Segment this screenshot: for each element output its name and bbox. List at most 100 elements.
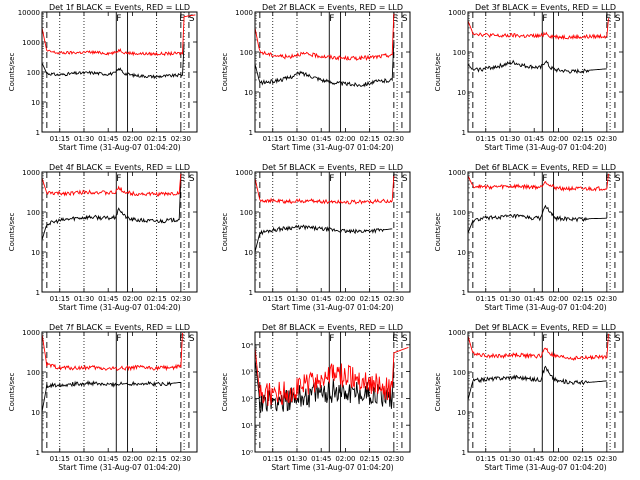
- x-tick-label: 02:00: [122, 295, 142, 303]
- plot-frame: [254, 171, 411, 293]
- plot-frame: [467, 11, 624, 133]
- x-tick-label: 02:00: [548, 135, 568, 143]
- plot-frame: [254, 331, 411, 453]
- events-series-line: [468, 59, 607, 75]
- event-marker-f: F: [329, 174, 334, 184]
- x-tick-label: 01:45: [524, 135, 544, 143]
- y-axis-label: Counts/sec: [434, 213, 442, 252]
- y-tick-label: 1000: [235, 169, 253, 177]
- lld-series-line: [255, 346, 409, 406]
- event-marker-e: E: [392, 334, 398, 344]
- y-tick-label: 1: [36, 129, 40, 137]
- event-marker-s: S: [402, 334, 408, 344]
- x-tick-label: 02:30: [384, 295, 404, 303]
- y-tick-label: 100: [453, 49, 466, 57]
- panel-title: Det 4f BLACK = Events, RED = LLD: [49, 163, 190, 172]
- detector-panel-5: Det 5f BLACK = Events, RED = LLD Counts/s…: [221, 163, 411, 312]
- y-tick-label: 1: [462, 129, 466, 137]
- x-axis-label: Start Time (31-Aug-07 01:04:20): [484, 303, 606, 312]
- y-tick-label: 10000: [18, 9, 40, 17]
- x-tick-label: 02:00: [335, 135, 355, 143]
- y-tick-label: 1000: [448, 9, 466, 17]
- x-tick-label: 02:30: [597, 455, 617, 463]
- x-tick-label: 02:30: [384, 135, 404, 143]
- y-tick-label: 100: [27, 369, 40, 377]
- events-series-line: [42, 43, 185, 80]
- x-axis-label: Start Time (31-Aug-07 01:04:20): [484, 143, 606, 152]
- events-series-line: [468, 365, 607, 401]
- y-tick-label: 1000: [22, 329, 40, 337]
- y-tick-label: 100: [240, 49, 253, 57]
- y-tick-label: 1000: [22, 169, 40, 177]
- detector-panel-8: Det 8f BLACK = Events, RED = LLD Counts/s…: [221, 323, 411, 472]
- event-marker-f: F: [542, 14, 547, 24]
- detector-panel-4: Det 4f BLACK = Events, RED = LLD Counts/s…: [8, 163, 198, 312]
- y-tick-label: 1000: [22, 39, 40, 47]
- y-tick-label: 10: [457, 89, 466, 97]
- x-axis-label: Start Time (31-Aug-07 01:04:20): [58, 303, 180, 312]
- lld-series-line: [42, 173, 182, 197]
- y-tick-label: 1000: [448, 329, 466, 337]
- x-tick-label: 01:45: [98, 455, 118, 463]
- y-tick-label: 100: [453, 209, 466, 217]
- y-tick-label: 10: [457, 249, 466, 257]
- y-axis-label: Counts/sec: [8, 213, 16, 252]
- panel-title: Det 5f BLACK = Events, RED = LLD: [262, 163, 403, 172]
- y-axis-label: Counts/sec: [8, 373, 16, 412]
- y-axis-label: Counts/sec: [8, 53, 16, 92]
- panel-title: Det 2f BLACK = Events, RED = LLD: [262, 3, 403, 12]
- x-tick-label: 02:00: [335, 295, 355, 303]
- detector-panel-7: Det 7f BLACK = Events, RED = LLD Counts/s…: [8, 323, 198, 472]
- event-marker-e: E: [179, 14, 185, 24]
- x-tick-label: 01:15: [50, 295, 70, 303]
- lld-series-line: [42, 14, 196, 57]
- y-tick-label: 1: [36, 289, 40, 297]
- x-tick-label: 01:30: [287, 295, 307, 303]
- y-tick-label: 10³: [241, 369, 253, 377]
- y-tick-label: 1: [462, 449, 466, 457]
- y-tick-label: 1: [249, 129, 253, 137]
- events-series-line: [255, 39, 395, 88]
- event-marker-s: S: [189, 334, 195, 344]
- detector-panel-2: Det 2f BLACK = Events, RED = LLD Counts/s…: [221, 3, 411, 152]
- plot-frame: [41, 171, 198, 293]
- x-tick-label: 02:30: [171, 135, 191, 143]
- y-tick-label: 10¹: [241, 422, 253, 430]
- x-tick-label: 02:15: [147, 455, 167, 463]
- event-marker-s: S: [189, 14, 195, 24]
- y-axis-label: Counts/sec: [221, 373, 229, 412]
- x-tick-label: 02:15: [573, 295, 593, 303]
- events-series-line: [42, 178, 182, 241]
- x-tick-label: 02:15: [573, 455, 593, 463]
- y-tick-label: 1000: [448, 169, 466, 177]
- y-tick-label: 100: [453, 369, 466, 377]
- y-tick-label: 10²: [241, 395, 253, 403]
- y-tick-label: 100: [240, 209, 253, 217]
- panel-title: Det 6f BLACK = Events, RED = LLD: [475, 163, 616, 172]
- y-tick-label: 10: [31, 409, 40, 417]
- x-axis-label: Start Time (31-Aug-07 01:04:20): [271, 463, 393, 472]
- event-marker-f: F: [329, 14, 334, 24]
- plot-frame: [41, 11, 198, 133]
- events-series-line: [255, 224, 393, 253]
- x-tick-label: 01:15: [476, 455, 496, 463]
- x-tick-label: 01:15: [476, 135, 496, 143]
- x-tick-label: 02:15: [360, 455, 380, 463]
- x-tick-label: 01:15: [50, 135, 70, 143]
- y-axis-label: Counts/sec: [434, 53, 442, 92]
- x-tick-label: 01:30: [74, 295, 94, 303]
- x-tick-label: 01:30: [500, 295, 520, 303]
- x-tick-label: 01:15: [50, 455, 70, 463]
- detector-panel-3: Det 3f BLACK = Events, RED = LLD Counts/s…: [434, 3, 624, 152]
- x-tick-label: 02:00: [122, 135, 142, 143]
- event-marker-s: S: [615, 14, 621, 24]
- x-tick-label: 01:45: [311, 135, 331, 143]
- panel-title: Det 1f BLACK = Events, RED = LLD: [49, 3, 190, 12]
- events-series-line: [255, 358, 395, 413]
- x-tick-label: 01:30: [287, 135, 307, 143]
- x-tick-label: 01:45: [98, 295, 118, 303]
- event-marker-s: S: [402, 174, 408, 184]
- x-tick-label: 01:45: [311, 295, 331, 303]
- x-tick-label: 02:15: [573, 135, 593, 143]
